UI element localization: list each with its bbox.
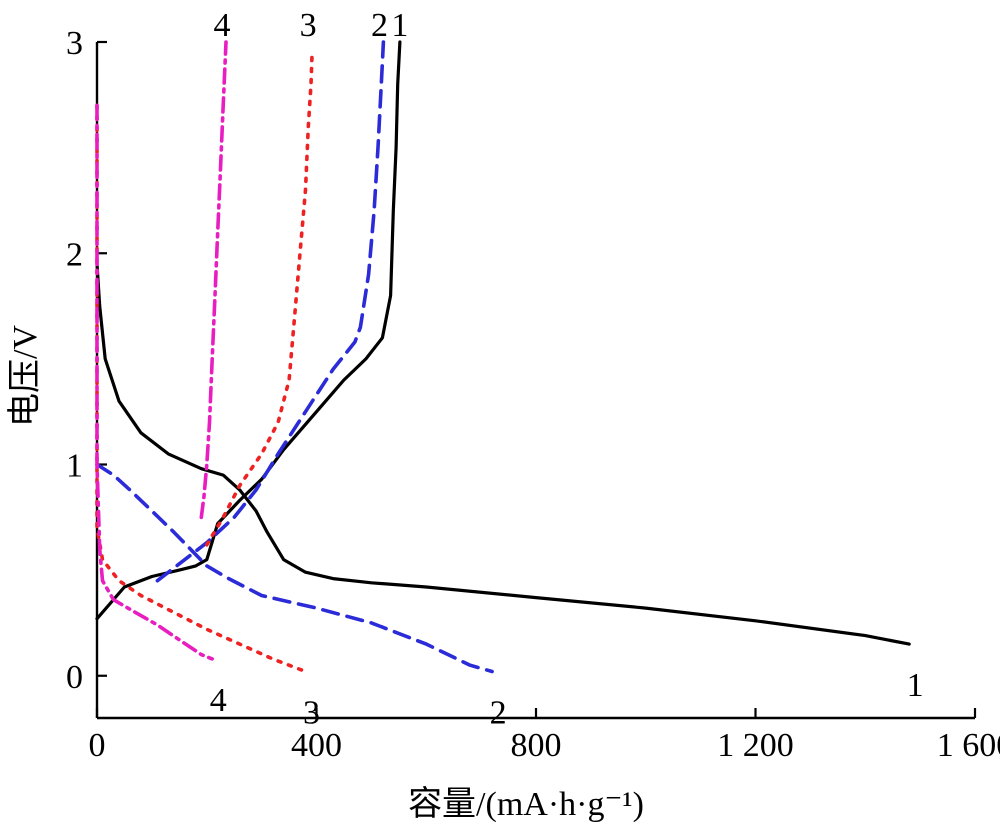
series-1-top-label: 1 [391, 7, 408, 44]
series-4-discharge-line [95, 103, 214, 661]
y-tick-label: 3 [66, 25, 83, 62]
x-tick-label: 800 [511, 727, 562, 764]
series-3-bottom-label: 3 [303, 695, 320, 732]
y-tick-label: 1 [66, 448, 83, 485]
x-tick-label: 1 600 [937, 727, 1000, 764]
x-tick-label: 1 200 [717, 727, 794, 764]
series-2-bottom-label: 2 [490, 695, 507, 732]
series-4-charge-line [199, 40, 228, 520]
y-tick-label: 0 [66, 659, 83, 696]
series-1-bottom-label: 1 [907, 667, 924, 704]
series-2-discharge-line [95, 462, 494, 674]
y-tick-label: 2 [66, 236, 83, 273]
series-3-top-label: 3 [300, 7, 317, 44]
x-tick-label: 400 [291, 727, 342, 764]
curves [95, 40, 911, 674]
x-axis-title: 容量/(mA·h·g⁻¹) [408, 785, 644, 823]
series-1-discharge-line [95, 262, 911, 646]
y-axis-title: 电压/V [6, 325, 44, 427]
x-tick-label: 0 [89, 727, 106, 764]
series-2-top-label: 2 [371, 7, 388, 44]
axes: 0 1 2 3 0 400 800 1 200 1 600 [66, 25, 1000, 764]
series-1-charge-line [95, 40, 402, 621]
series-2-charge-line [155, 40, 386, 583]
series-4-top-label: 4 [213, 7, 230, 44]
series-4-bottom-label: 4 [210, 682, 227, 719]
